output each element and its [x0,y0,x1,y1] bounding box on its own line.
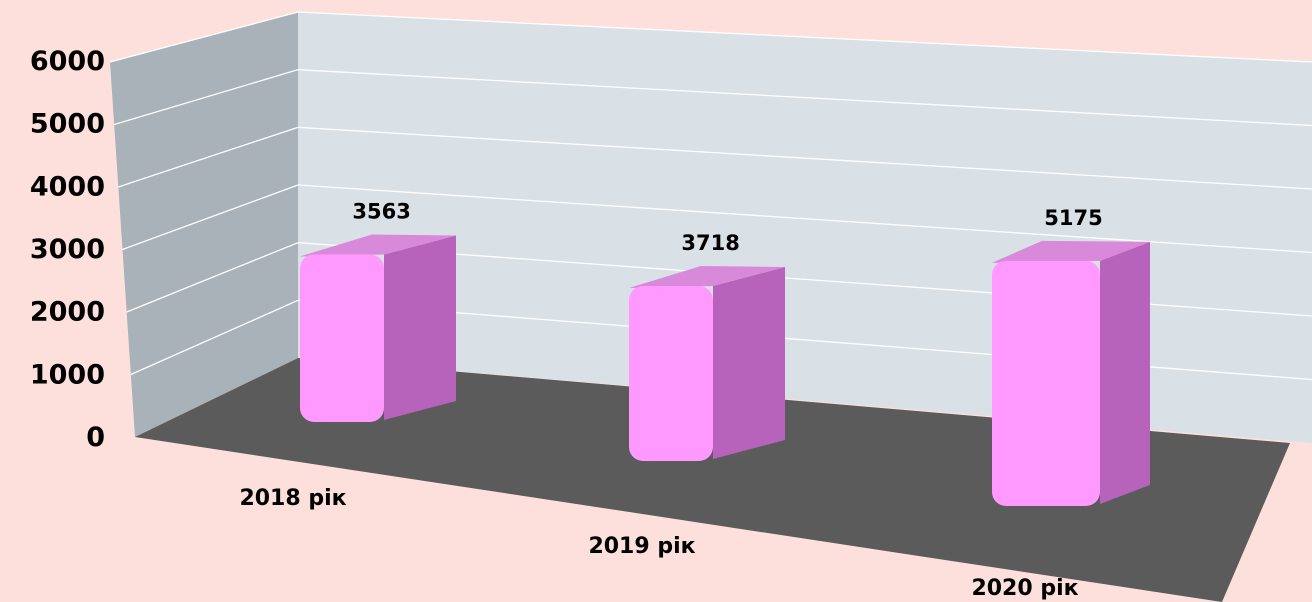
bar-side [713,267,785,459]
y-tick-label: 5000 [30,109,105,140]
bar-side [1100,241,1150,505]
gridline [297,69,1312,127]
y-tick-label: 1000 [30,359,105,390]
side-wall [110,12,298,437]
gridline [113,69,299,126]
x-category-label: 2019 рік [588,534,695,559]
bar: 3563 [300,199,456,422]
bar-front [629,286,713,461]
bar-top [992,240,1150,263]
gridline [297,184,1312,254]
bar-front [992,260,1100,506]
bars: 3563 3718 5175 [300,199,1150,506]
y-tick-label: 3000 [30,234,105,265]
y-tick-label: 4000 [30,171,105,202]
bar: 5175 [992,206,1150,506]
bar-side [384,235,456,420]
gridline [122,184,299,251]
bar-top [629,266,785,288]
gridline [109,11,299,63]
gridline [126,242,299,313]
bar-front [300,254,384,422]
y-axis-ticks: 0 1000 2000 3000 4000 5000 6000 [30,46,105,453]
gridline [118,126,299,188]
y-tick-label: 2000 [30,297,105,328]
x-axis-categories: 2018 рік 2019 рік 2020 рік [239,486,1078,601]
bar-top [300,234,456,257]
y-tick-label: 0 [86,422,105,453]
bar: 3718 [629,231,785,461]
gridline [130,299,299,376]
x-category-label: 2018 рік [239,486,346,511]
gridline [297,11,1312,63]
data-label: 3563 [352,199,410,223]
data-label: 5175 [1044,206,1102,230]
gridline [297,126,1312,190]
y-tick-label: 6000 [30,46,105,77]
data-label: 3718 [681,231,739,255]
x-category-label: 2020 рік [971,576,1078,601]
